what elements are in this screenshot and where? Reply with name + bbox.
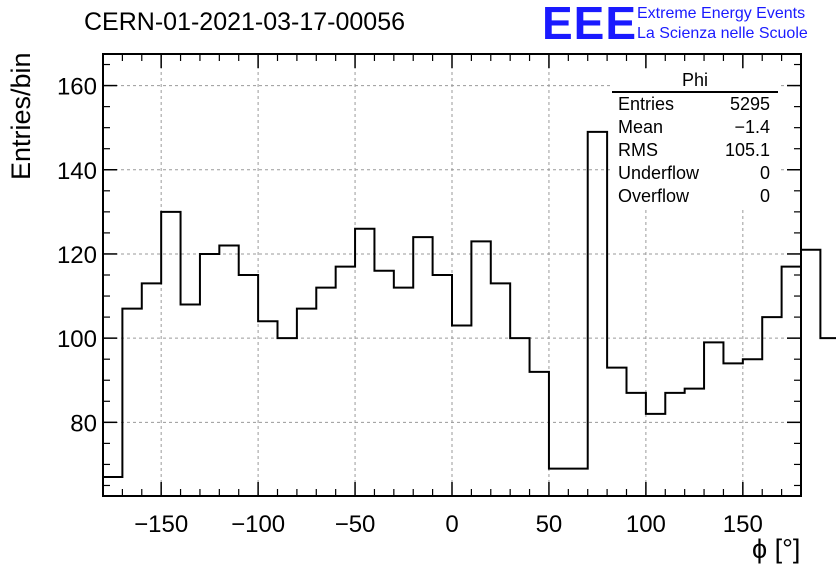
histogram-bin [200,254,219,496]
stats-row: RMS 105.1 [612,139,778,162]
x-tick-label: −100 [231,511,285,538]
histogram-bin [607,368,626,496]
stats-value: 0 [759,186,770,206]
histogram-bin [801,250,820,496]
histogram-bin [743,359,762,496]
logo-line-2: La Scienza nelle Scuole [637,25,808,42]
histogram-bin [568,469,587,496]
histogram-bin [549,469,568,496]
x-tick-label: 150 [723,511,763,538]
histogram-bin [433,275,452,496]
histogram-bin [161,212,180,496]
x-tick-label: 0 [445,511,458,538]
stats-label: Entries [618,94,675,114]
histogram-line [102,130,836,496]
histogram-bin [219,246,238,496]
stats-row: Entries 5295 [612,93,778,116]
stats-value: −1.4 [734,117,770,137]
histogram-bin [374,271,393,496]
stats-value: 5295 [729,94,770,114]
histogram-bin [355,229,374,496]
y-tick-label: 80 [70,410,97,437]
y-tick-label: 140 [57,158,97,185]
histogram-bin [394,288,413,496]
histogram-bin [510,338,529,496]
stats-row: Mean −1.4 [612,116,778,139]
histogram-bin [491,283,510,496]
histogram-bin [258,321,277,496]
histogram-bin [452,326,471,496]
stats-title: Phi [612,70,778,93]
chart-title: CERN-01-2021-03-17-00056 [84,8,406,36]
stats-value: 0 [759,163,770,183]
stats-label: Mean [618,117,664,137]
stats-row: Underflow 0 [612,162,778,185]
histogram-bin [685,389,704,496]
stats-box: Phi Entries 5295 Mean −1.4 RMS 105.1 Und… [612,70,778,208]
y-axis-label: Entries/bin [6,52,36,180]
stats-label: RMS [618,140,658,160]
y-tick-label: 120 [57,242,97,269]
x-tick-label: −150 [134,511,188,538]
histogram-bin [627,393,646,496]
x-tick-label: 100 [626,511,666,538]
x-tick-label: 50 [536,511,563,538]
histogram-bin [278,338,297,496]
histogram-bin [413,237,432,496]
histogram-bin [471,241,490,496]
histogram-bin [665,393,684,496]
y-tick-label: 160 [57,74,97,101]
histogram-bin [782,267,801,496]
histogram-bin [103,477,122,496]
y-tick-label: 100 [57,326,97,353]
histogram-bin [142,283,161,496]
stats-row: Overflow 0 [612,185,778,208]
histogram-bin [122,309,141,496]
logo-line-1: Extreme Energy Events [637,5,806,22]
histogram-bin [646,414,665,496]
histogram-bin [316,288,335,496]
histogram-bin [336,267,355,496]
histogram-bin [820,338,836,496]
stats-label: Overflow [618,186,690,206]
x-axis-label: ϕ [°] [752,534,801,564]
histogram-bin [588,132,607,496]
histogram-bin [530,372,549,496]
eee-logo: EEE [542,0,638,49]
histogram-bin [181,304,200,496]
stats-label: Underflow [618,163,700,183]
x-tick-label: −50 [335,511,376,538]
histogram-bin [239,275,258,496]
histogram-bin [704,342,723,496]
stats-value: 105.1 [724,140,770,160]
histogram-bin [762,317,781,496]
histogram-bin [723,363,742,496]
histogram-bin [297,309,316,496]
